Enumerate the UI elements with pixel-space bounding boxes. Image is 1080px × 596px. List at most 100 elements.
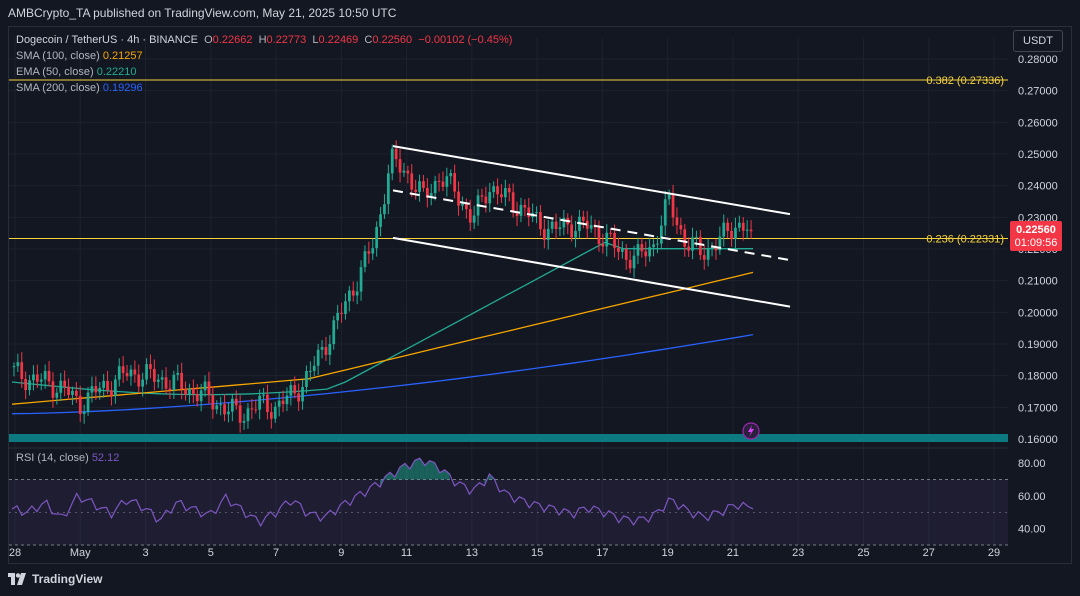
- candle-body: [106, 380, 109, 391]
- candle-body: [215, 405, 219, 410]
- y-tick-label: 0.26000: [1018, 117, 1058, 129]
- candle-body: [687, 246, 691, 251]
- candle-body: [386, 173, 390, 205]
- moving-averages: [11, 241, 754, 415]
- candle-body: [219, 404, 223, 406]
- candle-body: [632, 255, 636, 269]
- tradingview-brand: TradingView: [32, 572, 103, 586]
- candle-body: [527, 207, 531, 218]
- candle-body: [628, 259, 632, 269]
- ema50-label: EMA (50, close): [16, 66, 94, 78]
- candle-body: [741, 222, 745, 231]
- rsi-overbought-fill: [434, 462, 440, 480]
- candle-body: [191, 388, 195, 394]
- candles: [12, 140, 753, 433]
- candle-body: [449, 173, 453, 177]
- candle-body: [195, 393, 199, 402]
- candle-body: [425, 187, 429, 198]
- y-axis: 0.280000.270000.260000.250000.240000.230…: [1018, 54, 1058, 446]
- ema50-line: [11, 241, 753, 396]
- publish-line: AMBCrypto_TA published on TradingView.co…: [8, 6, 397, 20]
- publish-header: AMBCrypto_TA published on TradingView.co…: [0, 0, 1080, 26]
- candle-body: [624, 249, 628, 260]
- symbol-name[interactable]: Dogecoin / TetherUS · 4h · BINANCE: [16, 34, 198, 46]
- candle-body: [71, 390, 74, 395]
- candle-body: [406, 170, 410, 174]
- candle-body: [168, 388, 172, 391]
- candle-body: [78, 395, 82, 415]
- candle-body: [503, 188, 507, 198]
- candle-body: [305, 371, 308, 387]
- candle-body: [589, 224, 593, 229]
- tradingview-logo[interactable]: TradingView: [8, 572, 102, 586]
- candle-body: [418, 181, 421, 192]
- y-tick-label: 0.25000: [1018, 149, 1058, 161]
- candle-body: [656, 243, 659, 245]
- candle-body: [441, 181, 445, 187]
- candle-body: [620, 249, 624, 252]
- sma100-line: [11, 271, 754, 405]
- candle-body: [344, 301, 347, 314]
- candle-body: [51, 381, 55, 398]
- change-value: −0.00102 (−0.45%): [418, 34, 513, 46]
- candle-body: [429, 193, 433, 198]
- candle-body: [461, 203, 464, 206]
- candle-body: [554, 221, 558, 230]
- candle-body: [351, 290, 355, 296]
- candle-body: [184, 389, 187, 395]
- x-axis: 28 May 3 5 7 9 11 13 15 17 19 21 23 25 27 29: [9, 547, 1000, 559]
- candle-body: [617, 247, 620, 252]
- candle-body: [636, 244, 640, 256]
- candle-body: [238, 405, 242, 423]
- candle-body: [32, 374, 35, 381]
- sma200-value: 0.19296: [102, 82, 143, 94]
- candle-body: [379, 214, 382, 227]
- candle-body: [706, 248, 710, 260]
- close-value: 0.22560: [372, 34, 413, 46]
- candle-body: [289, 385, 293, 396]
- candle-body: [480, 195, 484, 197]
- candle-body: [176, 372, 180, 375]
- candle-body: [16, 362, 20, 367]
- candle-body: [133, 369, 137, 375]
- candle-body: [199, 390, 203, 402]
- candle-body: [574, 230, 577, 238]
- x-tick-label: 25: [857, 547, 869, 559]
- candle-body: [437, 180, 441, 182]
- ema50-row[interactable]: EMA (50, close) 0.22210: [16, 64, 512, 80]
- candle-body: [207, 381, 211, 396]
- candle-body: [488, 192, 492, 204]
- candle-body: [74, 390, 78, 396]
- high-label: H: [258, 34, 267, 46]
- candle-body: [472, 215, 476, 223]
- candle-body: [254, 409, 258, 411]
- candle-body: [12, 366, 16, 368]
- candle-body: [511, 192, 515, 212]
- rsi-overbought-fill: [429, 460, 435, 480]
- rsi-legend: RSI (14, close) 52.12: [16, 452, 119, 464]
- candle-body: [414, 189, 418, 192]
- candle-body: [285, 395, 289, 405]
- currency-button[interactable]: USDT: [1013, 30, 1063, 52]
- chart-legend: Dogecoin / TetherUS · 4h · BINANCE O0.22…: [16, 32, 512, 96]
- candle-body: [262, 394, 265, 396]
- candle-body: [102, 380, 106, 388]
- lightning-bolt: [748, 425, 754, 437]
- candle-body: [523, 204, 527, 208]
- high-value: 0.22773: [266, 34, 307, 46]
- candle-body: [667, 193, 671, 200]
- candle-body: [546, 228, 550, 240]
- x-tick-label: 7: [273, 547, 279, 559]
- sma200-row[interactable]: SMA (200, close) 0.19296: [16, 80, 512, 96]
- candle-body: [24, 378, 28, 391]
- candle-body: [464, 203, 468, 210]
- candle-body: [663, 199, 667, 226]
- candle-body: [410, 173, 414, 190]
- candle-body: [359, 267, 363, 292]
- candle-body: [355, 291, 359, 296]
- sma100-row[interactable]: SMA (100, close) 0.21257: [16, 48, 512, 64]
- candle-body: [562, 217, 566, 228]
- candle-body: [320, 346, 324, 350]
- candle-body: [597, 227, 601, 244]
